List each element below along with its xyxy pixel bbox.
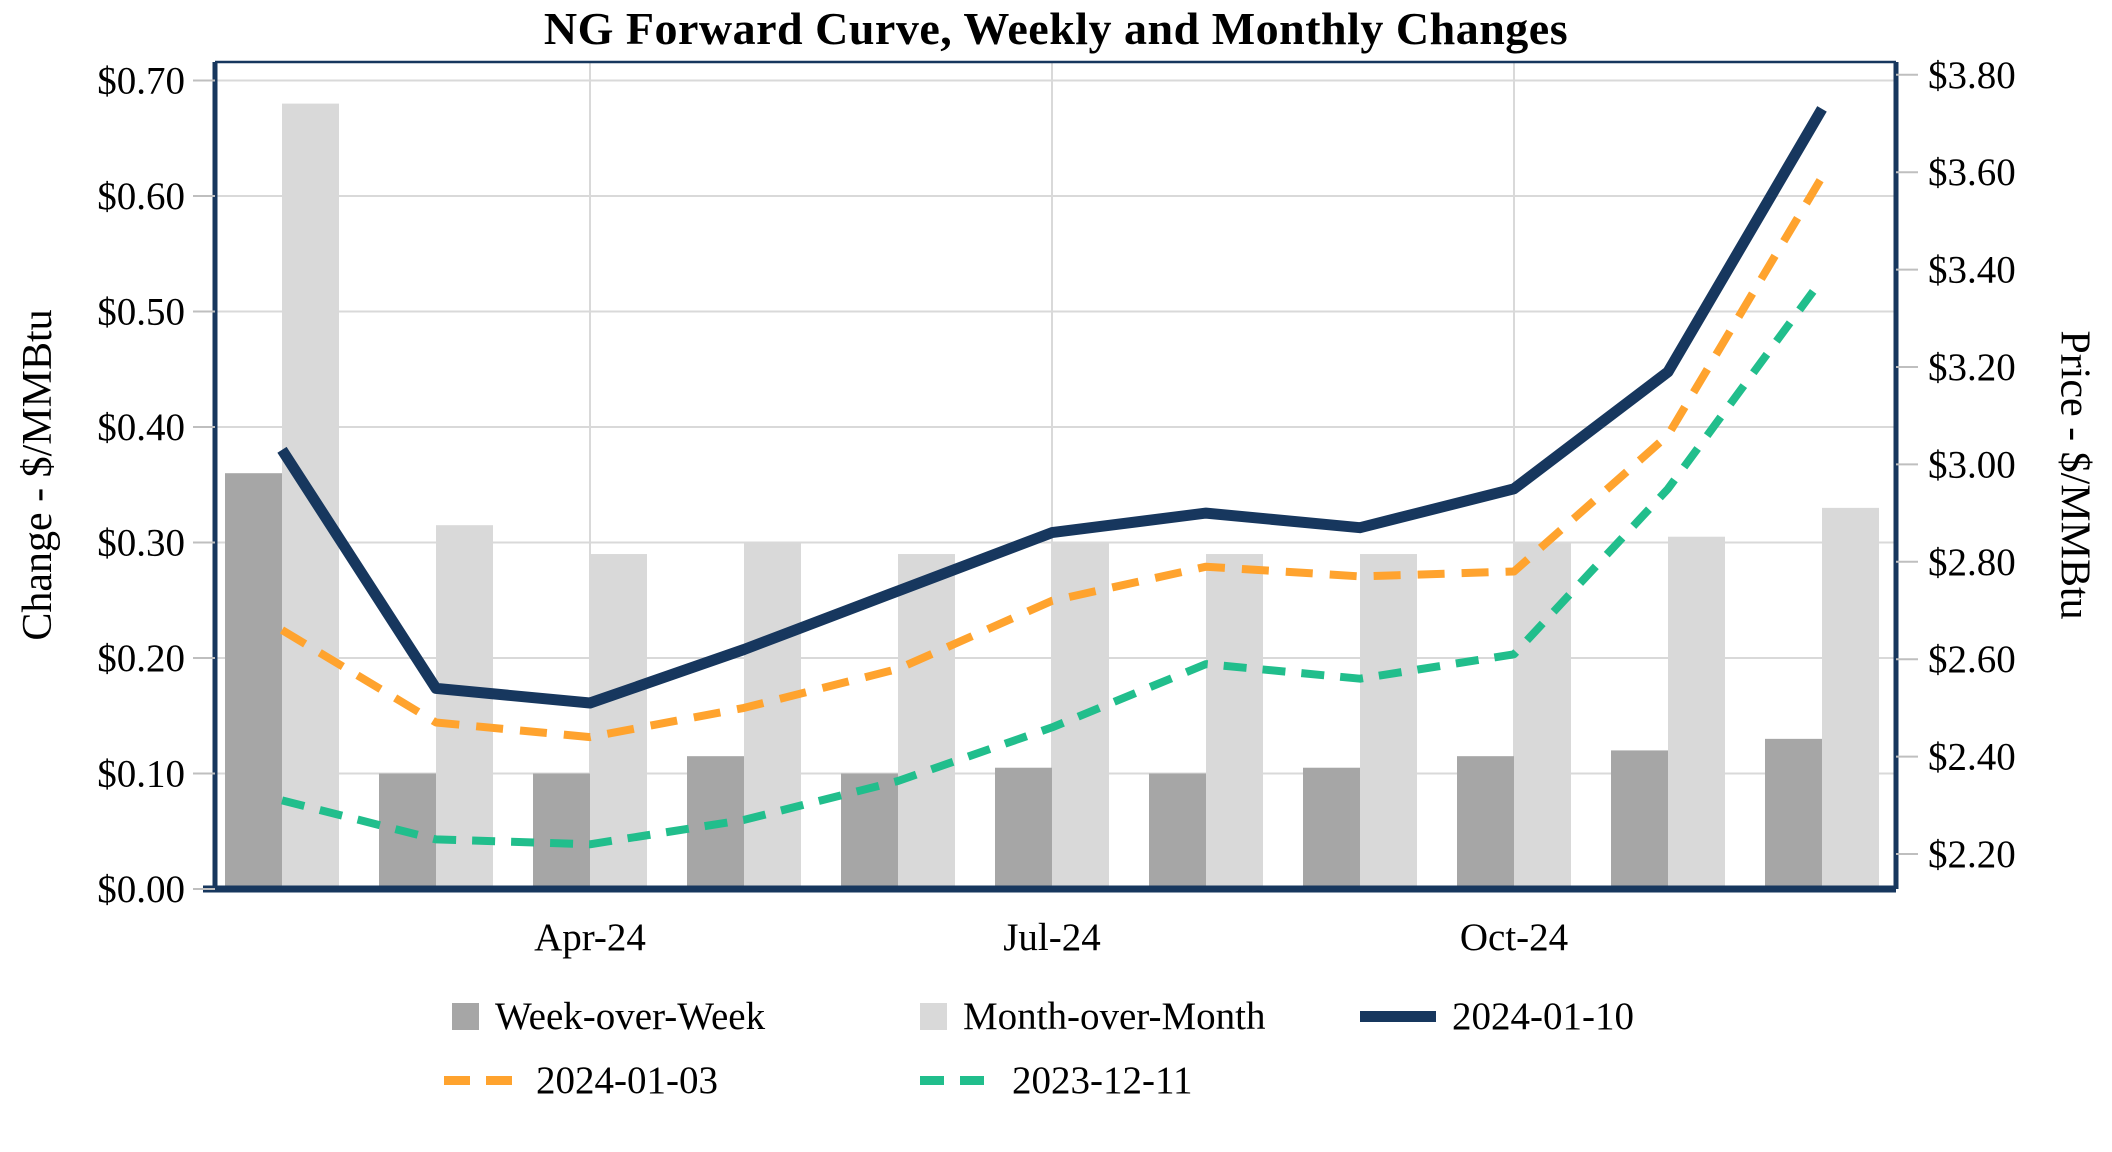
chart-title: NG Forward Curve, Weekly and Monthly Cha… — [543, 3, 1569, 54]
bar-week-over-week — [533, 773, 590, 889]
x-axis-label: Apr-24 — [534, 916, 646, 959]
right-tick-label: $3.20 — [1928, 346, 2016, 389]
left-tick-label: $0.20 — [97, 637, 185, 680]
bar-week-over-week — [1765, 738, 1822, 889]
right-tick-label: $2.60 — [1928, 638, 2016, 681]
bar-month-over-month — [1360, 554, 1417, 889]
x-axis-label: Oct-24 — [1460, 916, 1568, 959]
bar-week-over-week — [1611, 750, 1668, 889]
legend-item-2024-01-10[interactable]: 2024-01-10 — [1360, 994, 1634, 1038]
legend-label: Week-over-Week — [495, 994, 766, 1038]
line-2024-01-10 — [277, 106, 1827, 709]
right-tick-label: $2.40 — [1928, 736, 2016, 779]
left-tick-label: $0.40 — [97, 406, 185, 449]
bar-week-over-week — [841, 773, 898, 889]
left-tick-label: $0.60 — [97, 175, 185, 218]
right-tick-label: $3.00 — [1928, 443, 2016, 486]
bar-month-over-month — [898, 554, 955, 889]
bar-month-over-month — [744, 542, 801, 889]
month-over-month-swatch — [920, 1002, 947, 1030]
legend-label: 2023-12-11 — [1012, 1058, 1193, 1102]
bar-month-over-month — [436, 525, 493, 889]
bar-month-over-month — [1514, 542, 1571, 889]
bar-week-over-week — [225, 473, 282, 889]
week-over-week-swatch — [452, 1002, 479, 1030]
x-axis-label: Jul-24 — [1003, 916, 1101, 959]
legend-label: 2024-01-10 — [1452, 994, 1634, 1038]
right-tick-label: $3.80 — [1928, 54, 2016, 97]
legend-item-month-over-month[interactable]: Month-over-Month — [920, 994, 1266, 1038]
legend-item-2023-12-11[interactable]: 2023-12-11 — [920, 1058, 1193, 1102]
bar-week-over-week — [1149, 773, 1206, 889]
bar-month-over-month — [1206, 554, 1263, 889]
bar-month-over-month — [1822, 507, 1879, 889]
solid-line-swatch — [1360, 1010, 1436, 1022]
line-2023-12-11 — [281, 276, 1826, 849]
green-dashed-swatch — [920, 1075, 996, 1085]
right-tick-label: $3.60 — [1928, 151, 2016, 194]
legend-item-week-over-week[interactable]: Week-over-Week — [452, 994, 765, 1038]
right-tick-label: $2.20 — [1928, 833, 2016, 876]
right-tick-label: $2.80 — [1928, 541, 2016, 584]
bar-week-over-week — [995, 767, 1052, 889]
left-tick-label: $0.70 — [97, 60, 185, 103]
bar-week-over-week — [1303, 767, 1360, 889]
left-tick-label: $0.50 — [97, 291, 185, 334]
legend-label: Month-over-Month — [963, 994, 1266, 1038]
left-tick-label: $0.00 — [97, 868, 185, 911]
legend-item-2024-01-03[interactable]: 2024-01-03 — [444, 1058, 718, 1102]
left-tick-label: $0.10 — [97, 753, 185, 796]
left-tick-label: $0.30 — [97, 522, 185, 565]
chart-plot-area: $0.00 $0.10 $0.20 $0.30 $0.40 $0.50 $0.60 $0.70… — [97, 54, 2016, 959]
bar-week-over-week — [1457, 756, 1514, 889]
orange-dashed-swatch — [444, 1075, 520, 1085]
line-2024-01-03 — [279, 175, 1826, 742]
bar-month-over-month — [1668, 536, 1725, 889]
right-tick-label: $3.40 — [1928, 249, 2016, 292]
legend-label: 2024-01-03 — [536, 1058, 718, 1102]
